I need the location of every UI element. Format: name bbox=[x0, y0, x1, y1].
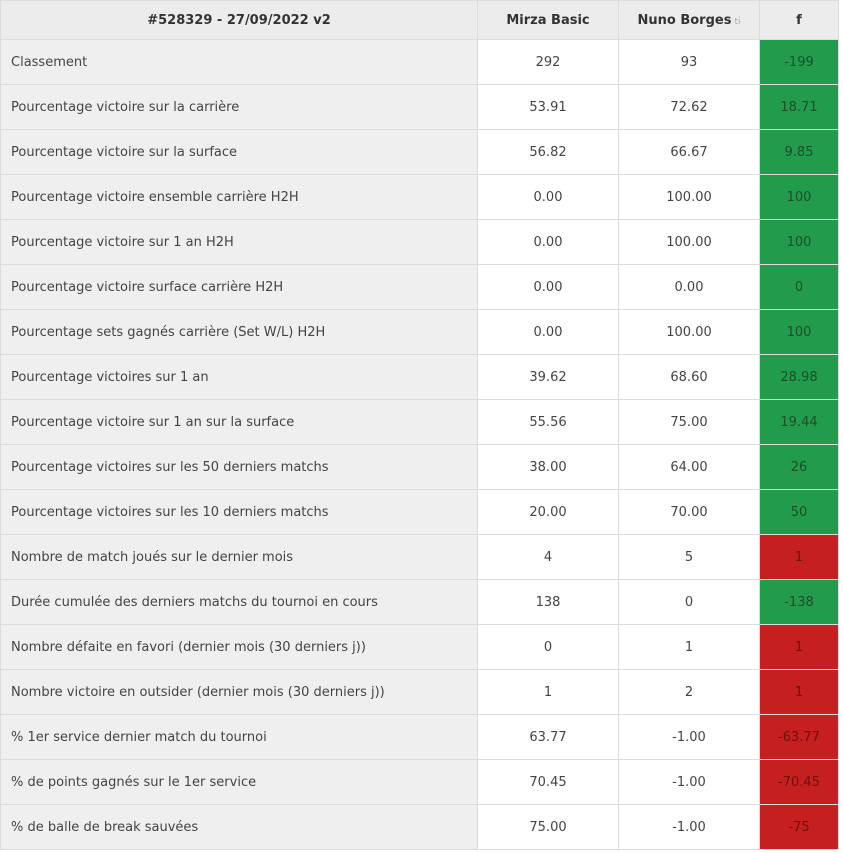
diff-value: 100 bbox=[759, 219, 839, 265]
player1-value: 70.45 bbox=[477, 759, 619, 805]
player2-value: 68.60 bbox=[618, 354, 760, 400]
stat-label: Durée cumulée des derniers matchs du tou… bbox=[0, 579, 478, 625]
diff-value: -63.77 bbox=[759, 714, 839, 760]
player2-value: 0 bbox=[618, 579, 760, 625]
diff-value: 0 bbox=[759, 264, 839, 310]
player1-value: 63.77 bbox=[477, 714, 619, 760]
diff-value: 9.85 bbox=[759, 129, 839, 175]
player2-value: 100.00 bbox=[618, 174, 760, 220]
player1-value: 75.00 bbox=[477, 804, 619, 850]
stat-label: % de balle de break sauvées bbox=[0, 804, 478, 850]
stat-label: Pourcentage victoires sur les 50 dernier… bbox=[0, 444, 478, 490]
player1-header: Mirza Basic bbox=[477, 0, 619, 40]
player2-value: 2 bbox=[618, 669, 760, 715]
stat-label: Pourcentage victoire sur 1 an H2H bbox=[0, 219, 478, 265]
player2-value: 100.00 bbox=[618, 309, 760, 355]
diff-value: 26 bbox=[759, 444, 839, 490]
stat-label: Pourcentage victoire sur la carrière bbox=[0, 84, 478, 130]
stat-label: Pourcentage victoire sur la surface bbox=[0, 129, 478, 175]
diff-value: 18.71 bbox=[759, 84, 839, 130]
table-row: Durée cumulée des derniers matchs du tou… bbox=[0, 579, 839, 625]
table-row: Pourcentage sets gagnés carrière (Set W/… bbox=[0, 309, 839, 355]
diff-value: 100 bbox=[759, 309, 839, 355]
stat-label: Pourcentage victoire sur 1 an sur la sur… bbox=[0, 399, 478, 445]
player2-value: 100.00 bbox=[618, 219, 760, 265]
table-row: Pourcentage victoire sur la surface 56.82… bbox=[0, 129, 839, 175]
diff-column-header: f bbox=[759, 0, 839, 40]
player1-value: 292 bbox=[477, 39, 619, 85]
stat-label: Nombre de match joués sur le dernier moi… bbox=[0, 534, 478, 580]
table-row: Nombre défaite en favori (dernier mois (… bbox=[0, 624, 839, 670]
player2-value: 64.00 bbox=[618, 444, 760, 490]
player2-name: Nuno Borges bbox=[637, 12, 732, 28]
diff-value: -138 bbox=[759, 579, 839, 625]
diff-value: 1 bbox=[759, 669, 839, 715]
stat-label: Pourcentage victoires sur 1 an bbox=[0, 354, 478, 400]
table-row: Nombre de match joués sur le dernier moi… bbox=[0, 534, 839, 580]
player2-value: 1 bbox=[618, 624, 760, 670]
player1-value: 55.56 bbox=[477, 399, 619, 445]
player2-value: -1.00 bbox=[618, 714, 760, 760]
match-label-header: #528329 - 27/09/2022 v2 bbox=[0, 0, 478, 40]
player1-value: 0.00 bbox=[477, 309, 619, 355]
player2-value: 70.00 bbox=[618, 489, 760, 535]
diff-value: -70.45 bbox=[759, 759, 839, 805]
diff-value: 28.98 bbox=[759, 354, 839, 400]
stat-label: Pourcentage sets gagnés carrière (Set W/… bbox=[0, 309, 478, 355]
player2-value: 75.00 bbox=[618, 399, 760, 445]
player1-value: 20.00 bbox=[477, 489, 619, 535]
player2-header: Nuno Borges ti bbox=[618, 0, 760, 40]
table-body: Classement 292 93 -199 Pourcentage victoire … bbox=[0, 39, 839, 850]
player1-value: 0.00 bbox=[477, 174, 619, 220]
table-row: Classement 292 93 -199 bbox=[0, 39, 839, 85]
table-row: Pourcentage victoires sur 1 an 39.62 68.60… bbox=[0, 354, 839, 400]
player2-value: 72.62 bbox=[618, 84, 760, 130]
player1-value: 39.62 bbox=[477, 354, 619, 400]
player1-value: 1 bbox=[477, 669, 619, 715]
stat-label: Classement bbox=[0, 39, 478, 85]
table-row: Pourcentage victoire sur 1 an sur la sur… bbox=[0, 399, 839, 445]
diff-value: 1 bbox=[759, 624, 839, 670]
player2-value: -1.00 bbox=[618, 804, 760, 850]
diff-value: 1 bbox=[759, 534, 839, 580]
diff-value: -199 bbox=[759, 39, 839, 85]
player2-value: -1.00 bbox=[618, 759, 760, 805]
player2-value: 66.67 bbox=[618, 129, 760, 175]
player1-value: 4 bbox=[477, 534, 619, 580]
diff-value: 50 bbox=[759, 489, 839, 535]
player2-value: 93 bbox=[618, 39, 760, 85]
diff-value: -75 bbox=[759, 804, 839, 850]
table-row: % 1er service dernier match du tournoi 63… bbox=[0, 714, 839, 760]
player1-value: 53.91 bbox=[477, 84, 619, 130]
table-row: Pourcentage victoires sur les 50 dernier… bbox=[0, 444, 839, 490]
player2-value: 0.00 bbox=[618, 264, 760, 310]
player1-value: 0.00 bbox=[477, 219, 619, 265]
player2-value: 5 bbox=[618, 534, 760, 580]
player1-value: 138 bbox=[477, 579, 619, 625]
table-row: Pourcentage victoire surface carrière H2… bbox=[0, 264, 839, 310]
stat-label: % 1er service dernier match du tournoi bbox=[0, 714, 478, 760]
diff-value: 100 bbox=[759, 174, 839, 220]
player1-value: 38.00 bbox=[477, 444, 619, 490]
stat-label: Pourcentage victoire surface carrière H2… bbox=[0, 264, 478, 310]
player2-suffix: ti bbox=[734, 16, 741, 27]
player1-value: 56.82 bbox=[477, 129, 619, 175]
stat-label: Pourcentage victoire ensemble carrière H… bbox=[0, 174, 478, 220]
stat-label: Nombre victoire en outsider (dernier moi… bbox=[0, 669, 478, 715]
player1-value: 0.00 bbox=[477, 264, 619, 310]
stat-label: Nombre défaite en favori (dernier mois (… bbox=[0, 624, 478, 670]
table-row: Nombre victoire en outsider (dernier moi… bbox=[0, 669, 839, 715]
player1-value: 0 bbox=[477, 624, 619, 670]
table-row: Pourcentage victoire ensemble carrière H… bbox=[0, 174, 839, 220]
diff-value: 19.44 bbox=[759, 399, 839, 445]
table-row: Pourcentage victoire sur 1 an H2H 0.00 100… bbox=[0, 219, 839, 265]
table-row: Pourcentage victoires sur les 10 dernier… bbox=[0, 489, 839, 535]
table-row: % de balle de break sauvées 75.00 -1.00 -75 bbox=[0, 804, 839, 850]
table-row: % de points gagnés sur le 1er service 70.… bbox=[0, 759, 839, 805]
stat-label: Pourcentage victoires sur les 10 dernier… bbox=[0, 489, 478, 535]
stat-label: % de points gagnés sur le 1er service bbox=[0, 759, 478, 805]
table-header-row: #528329 - 27/09/2022 v2 Mirza Basic Nuno… bbox=[0, 0, 839, 40]
table-row: Pourcentage victoire sur la carrière 53.9… bbox=[0, 84, 839, 130]
